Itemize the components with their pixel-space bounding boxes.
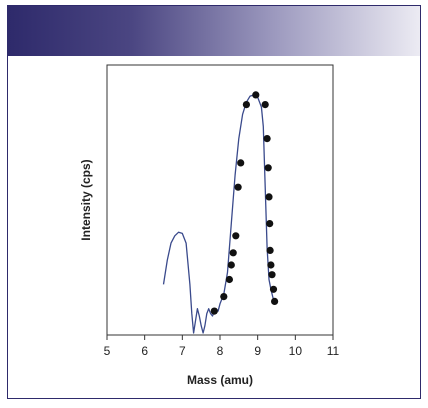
data-point-10 xyxy=(261,101,269,109)
data-point-4 xyxy=(229,249,237,257)
x-tick-label-0: 5 xyxy=(104,344,111,358)
series-layer xyxy=(162,91,279,334)
data-point-6 xyxy=(234,183,242,191)
data-point-19 xyxy=(271,297,279,305)
data-point-14 xyxy=(266,220,274,228)
data-point-2 xyxy=(225,275,233,284)
data-point-11 xyxy=(263,135,271,143)
x-axis-tick-labels: 5 6 7 8 9 10 11 xyxy=(104,344,340,358)
data-point-16 xyxy=(267,261,275,269)
x-tick-label-2: 7 xyxy=(179,344,186,358)
data-point-5 xyxy=(232,232,240,240)
x-tick-label-1: 6 xyxy=(141,344,148,358)
data-point-7 xyxy=(237,159,245,167)
data-point-15 xyxy=(266,246,274,254)
header-band xyxy=(8,6,420,56)
x-axis-label: Mass (amu) xyxy=(187,373,253,387)
data-point-0 xyxy=(210,307,218,315)
data-point-17 xyxy=(268,271,276,279)
x-axis-ticks xyxy=(106,335,334,340)
plot-area xyxy=(106,64,334,336)
x-tick-label-6: 11 xyxy=(327,344,340,358)
data-point-3 xyxy=(227,261,235,269)
data-point-8 xyxy=(242,101,250,109)
data-point-18 xyxy=(269,285,278,293)
x-tick-label-5: 10 xyxy=(289,344,303,358)
x-tick-label-4: 9 xyxy=(254,344,261,358)
data-point-13 xyxy=(265,193,273,201)
data-point-1 xyxy=(220,293,228,301)
y-axis-label: Intensity (cps) xyxy=(79,159,93,240)
data-point-12 xyxy=(264,164,272,172)
data-point-9 xyxy=(252,91,260,99)
x-tick-label-3: 8 xyxy=(217,344,224,358)
